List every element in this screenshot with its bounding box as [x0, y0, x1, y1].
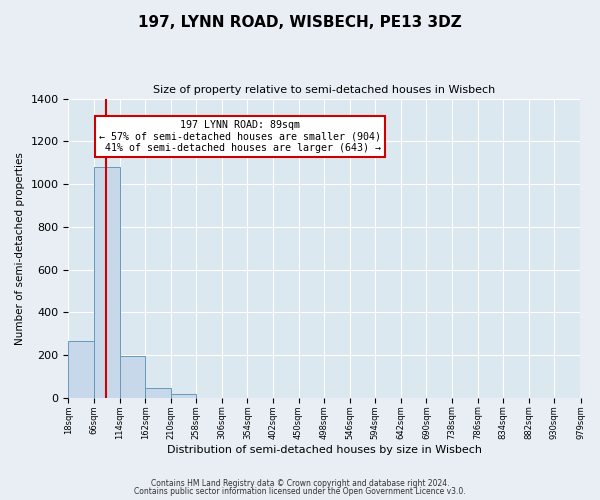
Text: 197, LYNN ROAD, WISBECH, PE13 3DZ: 197, LYNN ROAD, WISBECH, PE13 3DZ: [138, 15, 462, 30]
Bar: [94, 167, 119, 398]
X-axis label: Distribution of semi-detached houses by size in Wisbech: Distribution of semi-detached houses by …: [167, 445, 482, 455]
Bar: [119, 356, 145, 398]
Bar: [145, 388, 171, 398]
Y-axis label: Number of semi-detached properties: Number of semi-detached properties: [15, 152, 25, 344]
Text: Contains HM Land Registry data © Crown copyright and database right 2024.: Contains HM Land Registry data © Crown c…: [151, 478, 449, 488]
Bar: [171, 394, 196, 398]
Bar: [68, 341, 94, 398]
Title: Size of property relative to semi-detached houses in Wisbech: Size of property relative to semi-detach…: [154, 85, 496, 95]
Text: 197 LYNN ROAD: 89sqm 
← 57% of semi-detached houses are smaller (904)
 41% of se: 197 LYNN ROAD: 89sqm ← 57% of semi-detac…: [99, 120, 381, 152]
Text: Contains public sector information licensed under the Open Government Licence v3: Contains public sector information licen…: [134, 487, 466, 496]
